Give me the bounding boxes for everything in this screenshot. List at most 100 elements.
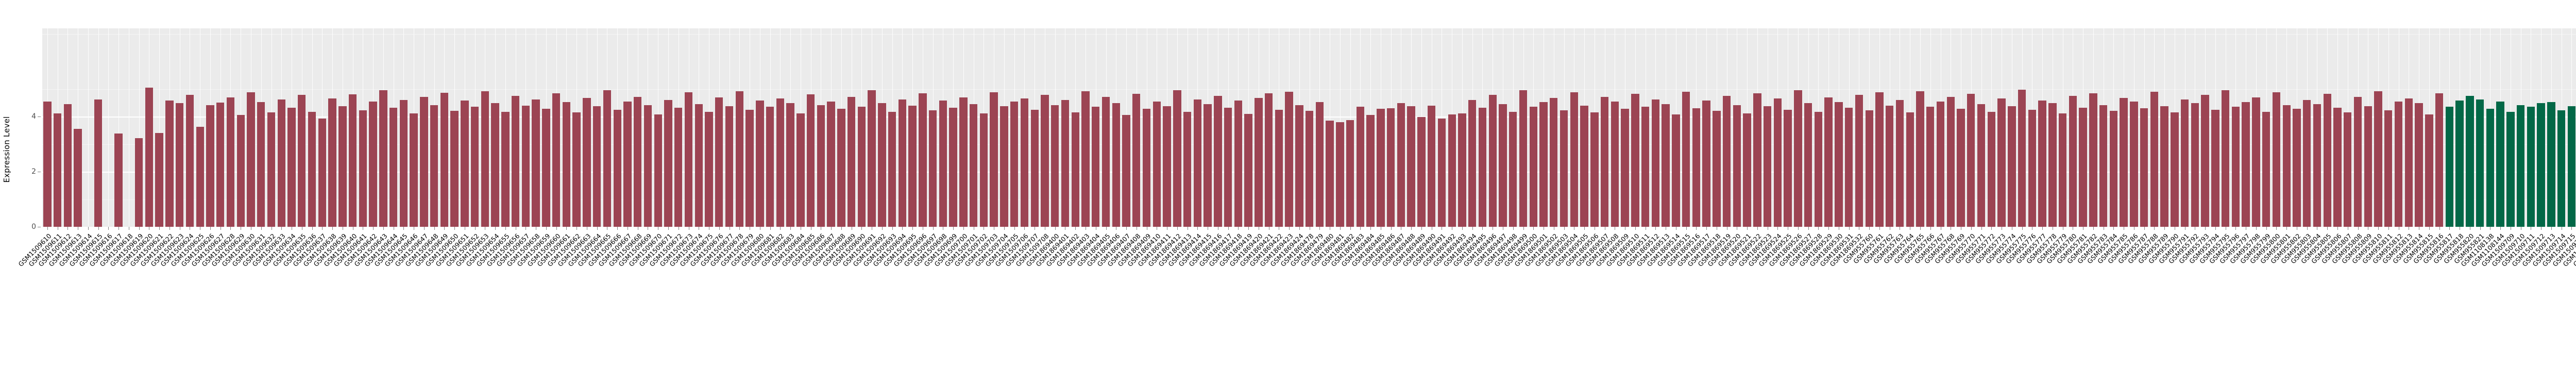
bar [450, 111, 459, 227]
bar [1672, 114, 1680, 227]
gridline-minor-horizontal [42, 34, 2576, 35]
bar [511, 96, 520, 227]
x-axis-tick-mark [261, 227, 262, 230]
bar [359, 110, 367, 227]
bar [2486, 109, 2495, 227]
bar [776, 98, 785, 227]
bar [1936, 101, 1945, 227]
x-axis-tick-mark [1004, 227, 1005, 230]
bar [63, 104, 72, 227]
bar [2028, 109, 2037, 227]
bar [857, 107, 866, 227]
x-axis-tick-mark [1462, 227, 1463, 230]
bar [2303, 100, 2311, 227]
x-axis-tick-mark [2215, 227, 2216, 230]
bar [888, 111, 896, 227]
bar [1539, 102, 1548, 227]
x-axis-tick-mark [831, 227, 832, 230]
bar [1397, 103, 1405, 227]
bar [1305, 111, 1314, 227]
bar [2140, 108, 2148, 227]
x-axis-tick-mark [953, 227, 954, 230]
bar [247, 92, 255, 227]
x-axis-tick-mark [1289, 227, 1290, 230]
bar [766, 107, 774, 227]
x-axis-tick-mark [88, 227, 89, 230]
x-axis-tick-mark [719, 227, 720, 230]
bar [298, 95, 306, 227]
x-axis-tick-mark [1248, 227, 1249, 230]
gridline-vertical [108, 28, 109, 227]
x-axis-tick-mark [912, 227, 913, 230]
bar [643, 105, 652, 227]
x-axis-tick-mark [617, 227, 618, 230]
x-axis-tick-mark [322, 227, 323, 230]
x-axis-tick-mark [1584, 227, 1585, 230]
bar [562, 102, 571, 227]
bar [2160, 106, 2168, 227]
bar [603, 90, 612, 227]
bar [1010, 101, 1019, 227]
x-axis-tick-mark [47, 227, 48, 230]
bar [542, 109, 550, 227]
bar [1386, 108, 1395, 227]
x-axis-tick-mark [505, 227, 506, 230]
bar [1356, 107, 1365, 227]
bar [114, 134, 123, 227]
x-axis-tick-mark [2429, 227, 2430, 230]
bar [705, 111, 713, 227]
bar [1244, 113, 1252, 227]
x-axis-tick-mark [2266, 227, 2267, 230]
bar [1621, 109, 1629, 227]
x-axis-tick-mark [1655, 227, 1656, 230]
x-axis-tick-mark [444, 227, 445, 230]
x-axis-tick-mark [2144, 227, 2145, 230]
x-axis-tick-mark [2307, 227, 2308, 230]
bar [1855, 95, 1863, 227]
bar [145, 87, 154, 227]
bar [1987, 111, 1995, 227]
bar [796, 113, 805, 227]
x-axis-tick-mark [67, 227, 69, 230]
bar [2099, 105, 2108, 227]
bar [2211, 109, 2219, 227]
bar [1550, 97, 1558, 227]
bar [379, 90, 387, 227]
bar [1366, 115, 1375, 227]
bar [2008, 106, 2016, 227]
bar [43, 101, 52, 227]
bar-series [42, 28, 2576, 227]
bar [1153, 101, 1161, 227]
x-axis-tick-mark [2551, 227, 2552, 230]
x-axis-tick-mark [1798, 227, 1799, 230]
bar [2425, 114, 2433, 227]
bar [756, 101, 764, 227]
bar [53, 113, 62, 227]
x-axis-tick-mark [1523, 227, 1524, 230]
bar [1173, 90, 1181, 227]
x-axis-tick-mark [312, 227, 313, 230]
bar [2516, 105, 2525, 227]
bar [2557, 110, 2566, 227]
bar [206, 105, 214, 227]
bar [2353, 96, 2362, 227]
bar [1092, 107, 1100, 227]
bar [1580, 105, 1588, 227]
bar [399, 100, 408, 227]
bar [1570, 92, 1578, 227]
bar [1183, 111, 1192, 227]
bar [1458, 113, 1466, 227]
x-axis-tick-mark [668, 227, 669, 230]
x-axis-tick-mark [2286, 227, 2287, 230]
x-axis-tick-mark [454, 227, 455, 230]
bar [1845, 108, 1853, 227]
bar [2547, 102, 2555, 227]
x-axis-tick-mark [1360, 227, 1361, 230]
x-axis-tick-mark [2337, 227, 2338, 230]
bar [827, 101, 835, 227]
x-axis-tick-mark [2113, 227, 2114, 230]
bar [684, 92, 693, 227]
bar [165, 101, 174, 227]
bar [267, 112, 276, 227]
